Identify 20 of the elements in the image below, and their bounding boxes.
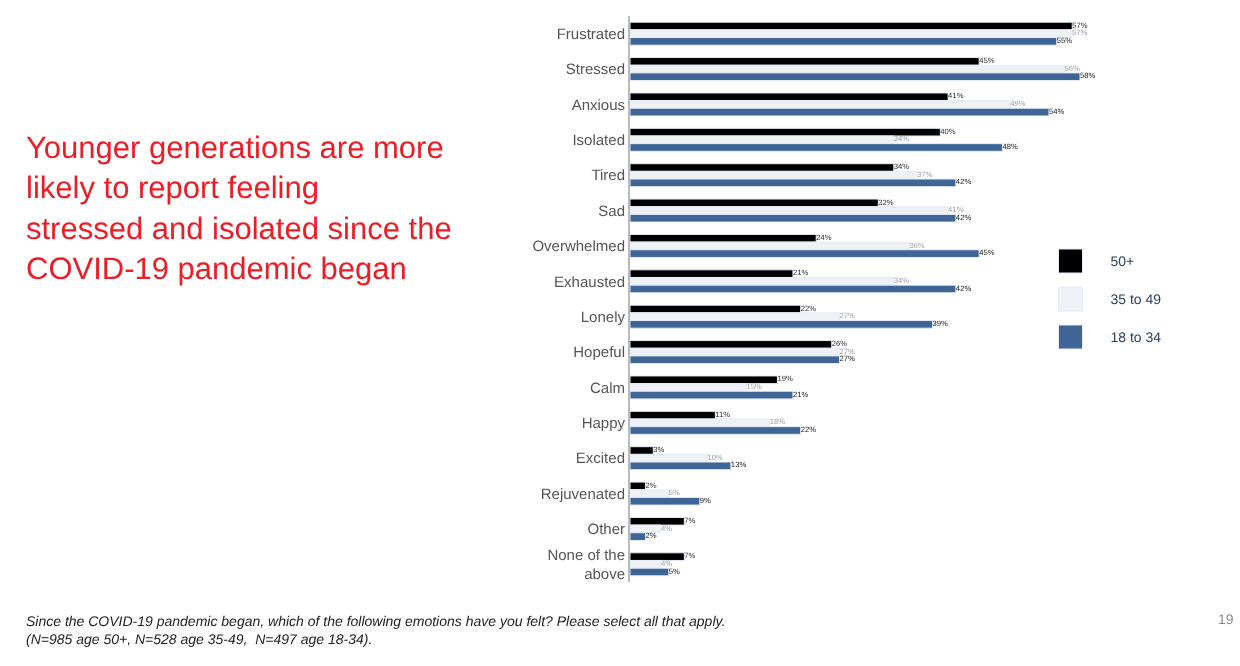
bar: [630, 375, 778, 385]
bar: [630, 461, 732, 471]
bar: [630, 249, 980, 258]
bar: [630, 390, 794, 400]
bar: [630, 340, 833, 349]
bar: [630, 284, 957, 294]
bar: [630, 426, 802, 435]
bar: [630, 178, 957, 188]
bar: [630, 213, 957, 223]
bar: [630, 107, 1050, 117]
bar: [630, 72, 1080, 82]
bar: [630, 143, 1003, 152]
bar: [630, 496, 701, 506]
bar: [630, 355, 840, 365]
text: Younger generations are more likely to report feeling stressed and isolated since the COVID-19 pandemic began: [26, 132, 452, 287]
bar: [630, 567, 670, 577]
bar: [630, 552, 685, 561]
bar: [630, 320, 934, 329]
bar: [630, 29, 1073, 39]
bar: [630, 206, 949, 215]
